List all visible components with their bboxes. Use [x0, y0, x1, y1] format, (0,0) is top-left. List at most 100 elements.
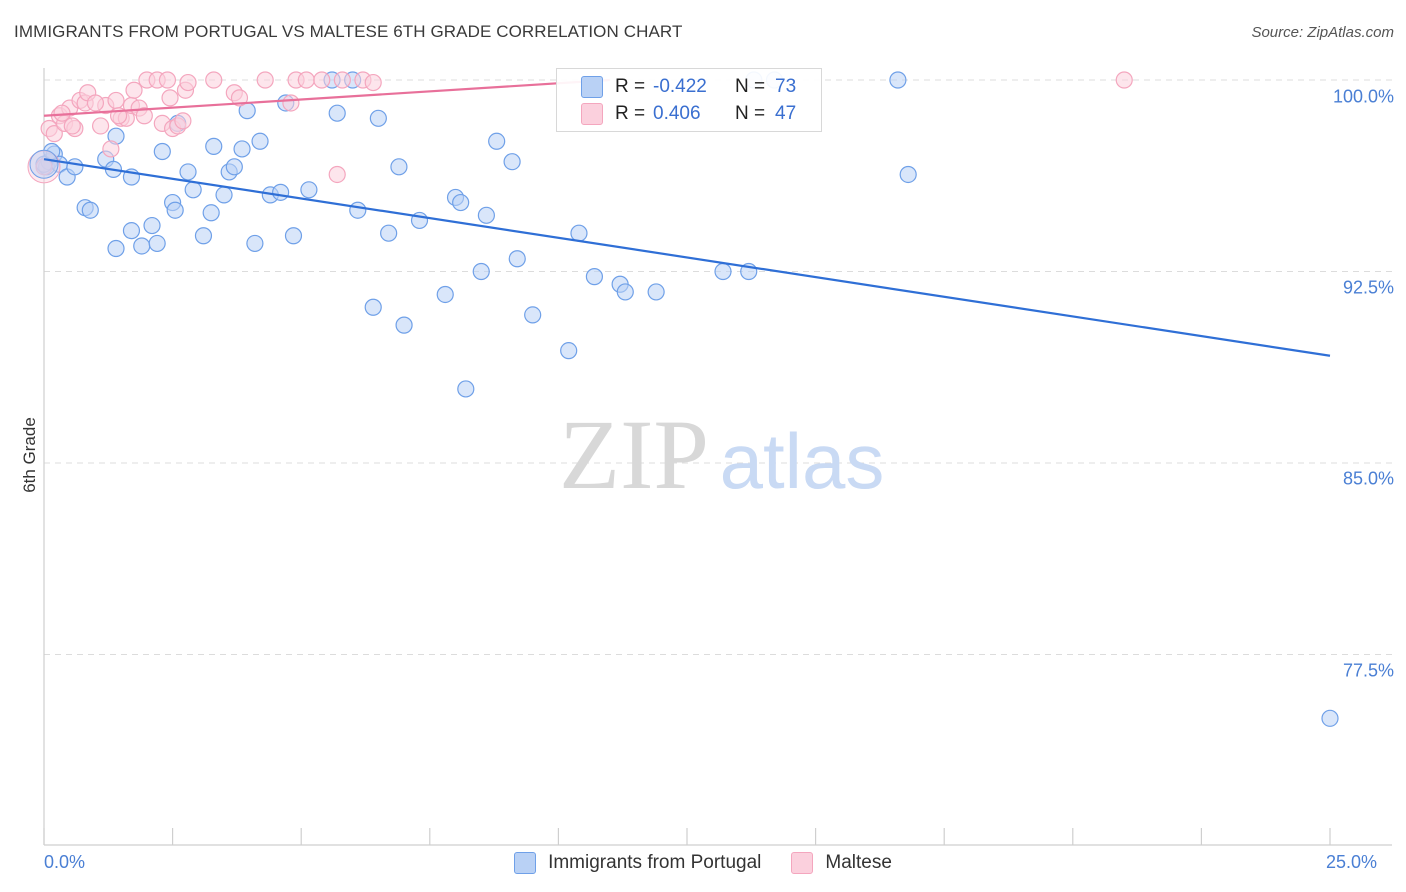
- point-portugal: [457, 380, 475, 398]
- point-portugal: [148, 234, 166, 253]
- point-portugal: [488, 132, 506, 150]
- trend-line-maltese: [43, 78, 610, 117]
- point-portugal: [452, 193, 470, 212]
- watermark: ZIP atlas: [559, 399, 884, 510]
- point-portugal: [251, 132, 269, 150]
- point-maltese: [63, 117, 81, 135]
- point-maltese: [333, 71, 351, 89]
- point-portugal: [202, 204, 220, 222]
- point-portugal: [215, 186, 233, 204]
- data-points: [27, 71, 1339, 727]
- watermark-atlas: atlas: [720, 417, 885, 505]
- legend-row-maltese: R = 0.406 N = 47: [581, 101, 796, 127]
- point-maltese: [328, 165, 346, 184]
- point-portugal: [122, 222, 141, 240]
- point-maltese: [27, 150, 61, 184]
- point-portugal: [246, 234, 264, 253]
- legend-n-value: 73: [775, 76, 797, 97]
- point-maltese: [179, 73, 197, 92]
- point-portugal: [81, 201, 99, 219]
- point-portugal: [899, 165, 917, 184]
- point-portugal: [272, 183, 290, 201]
- legend-n-value: 47: [775, 103, 797, 124]
- trend-lines: [43, 78, 1331, 357]
- y-tick-label-85: 85.0%: [1342, 468, 1394, 489]
- point-maltese: [91, 117, 110, 135]
- point-maltese: [174, 112, 192, 130]
- point-maltese: [125, 81, 143, 99]
- legend-r-label: R =: [615, 103, 646, 124]
- legend-r-value: 0.406: [653, 103, 701, 124]
- point-portugal: [194, 227, 213, 245]
- point-maltese: [45, 125, 63, 143]
- series-legend: Immigrants from Portugal Maltese: [0, 852, 1406, 874]
- point-maltese: [135, 107, 153, 125]
- point-portugal: [349, 201, 367, 219]
- legend-label-portugal: Immigrants from Portugal: [548, 852, 762, 873]
- point-portugal: [107, 239, 125, 258]
- watermark-zip: ZIP: [559, 399, 709, 510]
- point-maltese: [313, 71, 331, 89]
- point-portugal: [714, 262, 732, 281]
- point-portugal: [477, 206, 495, 224]
- point-maltese: [205, 71, 223, 89]
- point-portugal: [233, 140, 251, 158]
- point-portugal: [560, 342, 578, 360]
- point-maltese: [102, 140, 120, 158]
- point-maltese: [364, 73, 382, 92]
- chart-title: IMMIGRANTS FROM PORTUGAL VS MALTESE 6TH …: [14, 22, 683, 41]
- point-portugal: [472, 262, 490, 281]
- point-portugal: [390, 158, 408, 176]
- stats-legend: R = -0.422 N = 73 R = 0.406 N = 47: [556, 68, 822, 132]
- x-tick-label-end: 25.0%: [1326, 852, 1378, 872]
- legend-n-label: N =: [735, 103, 766, 124]
- point-maltese: [86, 94, 105, 112]
- point-portugal: [570, 224, 588, 242]
- legend-row-portugal: R = -0.422 N = 73: [581, 74, 796, 100]
- point-maltese: [256, 71, 274, 89]
- point-portugal: [29, 149, 59, 179]
- point-maltese: [297, 71, 315, 89]
- point-portugal: [616, 283, 634, 301]
- point-portugal: [300, 181, 318, 199]
- legend-label-maltese: Maltese: [825, 852, 892, 873]
- point-portugal: [153, 142, 171, 161]
- point-portugal: [585, 268, 604, 286]
- legend-r-label: R =: [615, 76, 646, 97]
- point-maltese: [161, 89, 179, 107]
- y-tick-label-92-5: 92.5%: [1342, 277, 1394, 298]
- point-portugal: [369, 109, 387, 127]
- point-portugal: [328, 104, 346, 122]
- legend-swatch-blue: [514, 852, 537, 874]
- legend-n-label: N =: [735, 76, 766, 97]
- point-portugal: [166, 201, 184, 219]
- point-portugal: [889, 71, 907, 89]
- point-portugal: [395, 316, 413, 334]
- x-tick-label-start: 0.0%: [44, 852, 86, 872]
- point-portugal: [380, 224, 398, 242]
- point-portugal: [179, 163, 197, 181]
- point-portugal: [184, 181, 202, 199]
- point-maltese: [230, 89, 249, 107]
- point-maltese: [282, 94, 300, 112]
- point-maltese: [1115, 71, 1133, 89]
- point-portugal: [225, 158, 243, 176]
- legend-item-maltese: Maltese: [791, 852, 892, 874]
- point-portugal: [66, 158, 84, 176]
- axes: [43, 68, 1392, 846]
- point-maltese: [35, 158, 53, 176]
- point-portugal: [284, 227, 303, 245]
- point-portugal: [503, 153, 521, 171]
- point-portugal: [647, 283, 665, 301]
- point-portugal: [508, 250, 526, 268]
- point-portugal: [436, 285, 454, 304]
- point-portugal: [133, 237, 151, 255]
- legend-r-value: -0.422: [653, 76, 707, 97]
- point-portugal: [143, 216, 161, 235]
- legend-swatch-pink: [581, 103, 603, 125]
- gridlines: [44, 79, 1392, 655]
- legend-swatch-blue: [581, 76, 603, 98]
- point-portugal: [1321, 709, 1339, 727]
- point-portugal: [364, 298, 382, 316]
